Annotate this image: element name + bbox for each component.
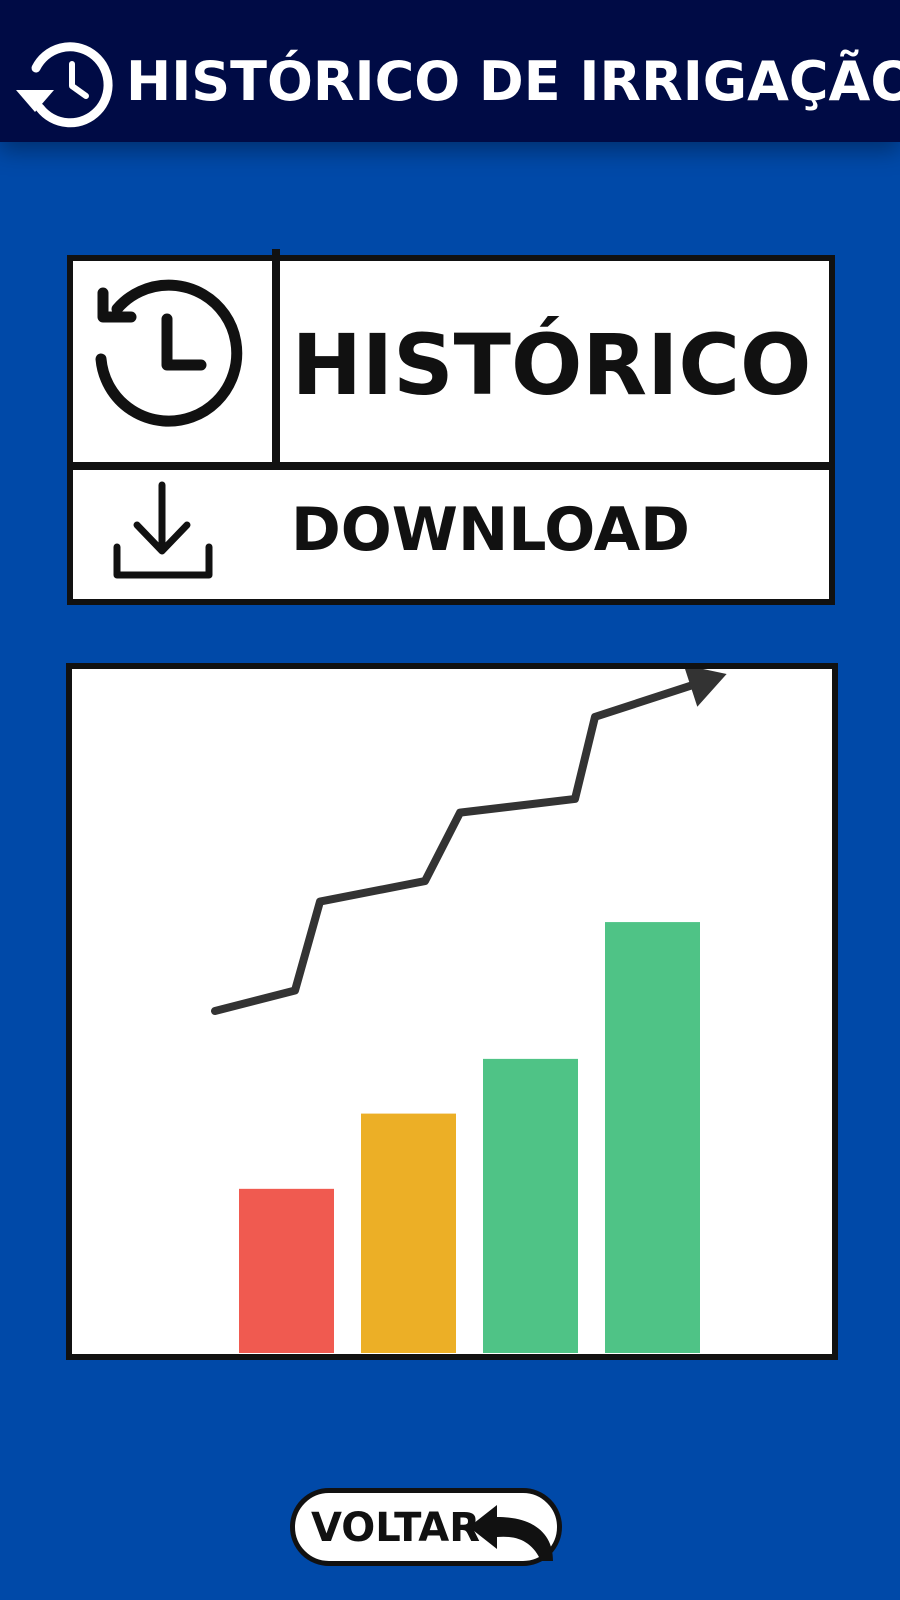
download-icon[interactable] [107,479,217,589]
app-header: HISTÓRICO DE IRRIGAÇÃO [0,0,900,142]
download-button[interactable]: DOWNLOAD [291,495,690,565]
clock-history-icon[interactable] [87,279,247,439]
panel-divider-vertical [272,249,280,467]
history-button[interactable]: HISTÓRICO [291,315,812,414]
chart-trend-line [211,678,704,1015]
irrigation-chart [66,663,838,1360]
panel-divider-horizontal [67,462,835,470]
history-panel: HISTÓRICO DOWNLOAD [67,249,835,605]
chart-bar-1 [239,1188,334,1353]
chart-svg [211,669,727,1353]
back-button-label: VOLTAR [311,1505,481,1551]
chart-trend-arrowhead [685,669,727,707]
back-button[interactable]: VOLTAR [290,1488,562,1566]
page-title: HISTÓRICO DE IRRIGAÇÃO [126,50,900,113]
chart-bar-4 [605,922,700,1353]
chart-bar-2 [361,1113,456,1353]
history-icon[interactable] [14,40,114,128]
chart-bar-3 [483,1058,578,1353]
return-arrow-icon [469,1505,553,1561]
